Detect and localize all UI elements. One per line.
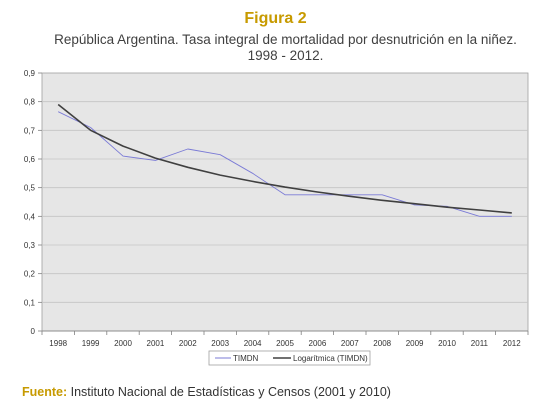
y-tick-label: 0,8 (24, 98, 36, 107)
x-tick-label: 2010 (438, 339, 456, 348)
series-group (57, 103, 512, 217)
x-tick-label: 1998 (49, 339, 67, 348)
line-chart: 0 0,1 0,2 0,3 0,4 0,5 0,6 0,7 0,8 0,9 1998 1999 200… (24, 69, 529, 366)
x-tick-label: 2006 (309, 339, 327, 348)
y-tick-label: 0,9 (24, 69, 36, 78)
x-tick-label: 1999 (82, 339, 100, 348)
y-tick-label: 0,7 (24, 126, 36, 135)
source-label: Fuente: (22, 385, 68, 399)
gridlines (42, 101, 528, 303)
chart-title-line2: 1998 - 2012. (247, 48, 324, 63)
x-tick-label: 2002 (179, 339, 197, 348)
legend-label-logaritmica: Logarítmica (TIMDN) (293, 354, 368, 363)
x-tick-label: 2003 (211, 339, 229, 348)
y-tick-label: 0,2 (24, 270, 36, 279)
x-tick-label: 2001 (147, 339, 165, 348)
source-note: Fuente: Instituto Nacional de Estadístic… (22, 385, 391, 399)
y-tick-label: 0,3 (24, 241, 36, 250)
x-tick-label: 2008 (373, 339, 391, 348)
y-tick-label: 0,5 (24, 184, 36, 193)
x-tick-label: 2007 (341, 339, 359, 348)
y-tick-label: 0,6 (24, 155, 36, 164)
x-axis: 1998 1999 2000 2001 2002 2003 2004 2005 2006 2007… (41, 330, 529, 348)
series-line-logaritmica (57, 103, 512, 214)
y-axis: 0 0,1 0,2 0,3 0,4 0,5 0,6 0,7 0,8 0,9 (24, 69, 42, 336)
y-tick-label: 0,1 (24, 298, 36, 307)
x-tick-label: 2004 (244, 339, 262, 348)
x-tick-label: 2012 (503, 339, 521, 348)
y-tick-label: 0,4 (24, 212, 36, 221)
x-tick-label: 2009 (406, 339, 424, 348)
legend-label-timdn: TIMDN (233, 354, 259, 363)
x-tick-label: 2000 (114, 339, 132, 348)
legend: TIMDN Logarítmica (TIMDN) (208, 350, 371, 366)
y-tick-label: 0 (31, 327, 36, 336)
x-tick-label: 2005 (276, 339, 294, 348)
figure-label: Figura 2 (244, 10, 307, 27)
source-text: Instituto Nacional de Estadísticas y Cen… (70, 385, 391, 399)
plot-area (41, 72, 529, 332)
chart-title-line1: República Argentina. Tasa integral de mo… (54, 32, 517, 47)
x-tick-label: 2011 (471, 339, 489, 348)
